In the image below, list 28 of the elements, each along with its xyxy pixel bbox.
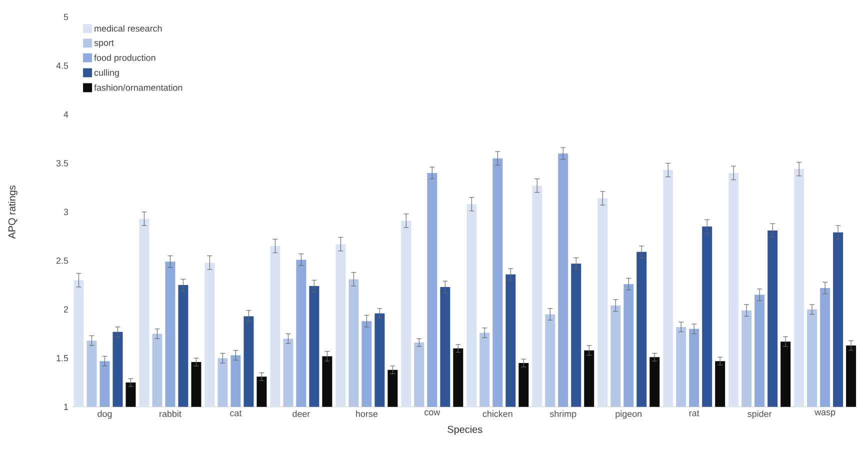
legend-label: sport — [94, 40, 114, 48]
x-tick-label: horse — [356, 410, 378, 418]
legend-label: medical research — [94, 25, 162, 32]
y-tick-label: 3.5 — [56, 160, 68, 166]
y-tick-label: 5 — [64, 14, 68, 20]
x-tick-label: spider — [748, 410, 772, 419]
legend-label: culling — [94, 69, 119, 78]
x-tick-label: chicken — [482, 410, 512, 418]
y-tick-label: 2 — [64, 306, 68, 313]
x-axis-title: Species — [448, 426, 482, 435]
y-axis-title: APQ ratings — [8, 186, 18, 239]
legend-label: fashion/ornamentation — [94, 84, 182, 91]
y-tick-label: 1.5 — [56, 355, 68, 362]
x-tick-label: cow — [424, 410, 440, 416]
x-tick-label: shrimp — [550, 410, 576, 419]
y-tick-label: 4.5 — [56, 62, 68, 69]
y-tick-label: 4 — [64, 111, 68, 118]
x-tick-label: dog — [98, 410, 112, 419]
y-tick-label: 3 — [64, 208, 68, 216]
x-tick-label: cat — [230, 410, 242, 416]
x-tick-label: deer — [292, 410, 310, 418]
x-tick-label: rabbit — [160, 410, 182, 418]
x-tick-label: pigeon — [616, 410, 642, 419]
y-tick-label: 2.5 — [56, 258, 68, 264]
y-tick-label: 1 — [64, 404, 68, 410]
legend-label: food production — [94, 54, 156, 63]
x-tick-label: wasp — [814, 410, 836, 418]
x-tick-label: rat — [689, 410, 700, 416]
